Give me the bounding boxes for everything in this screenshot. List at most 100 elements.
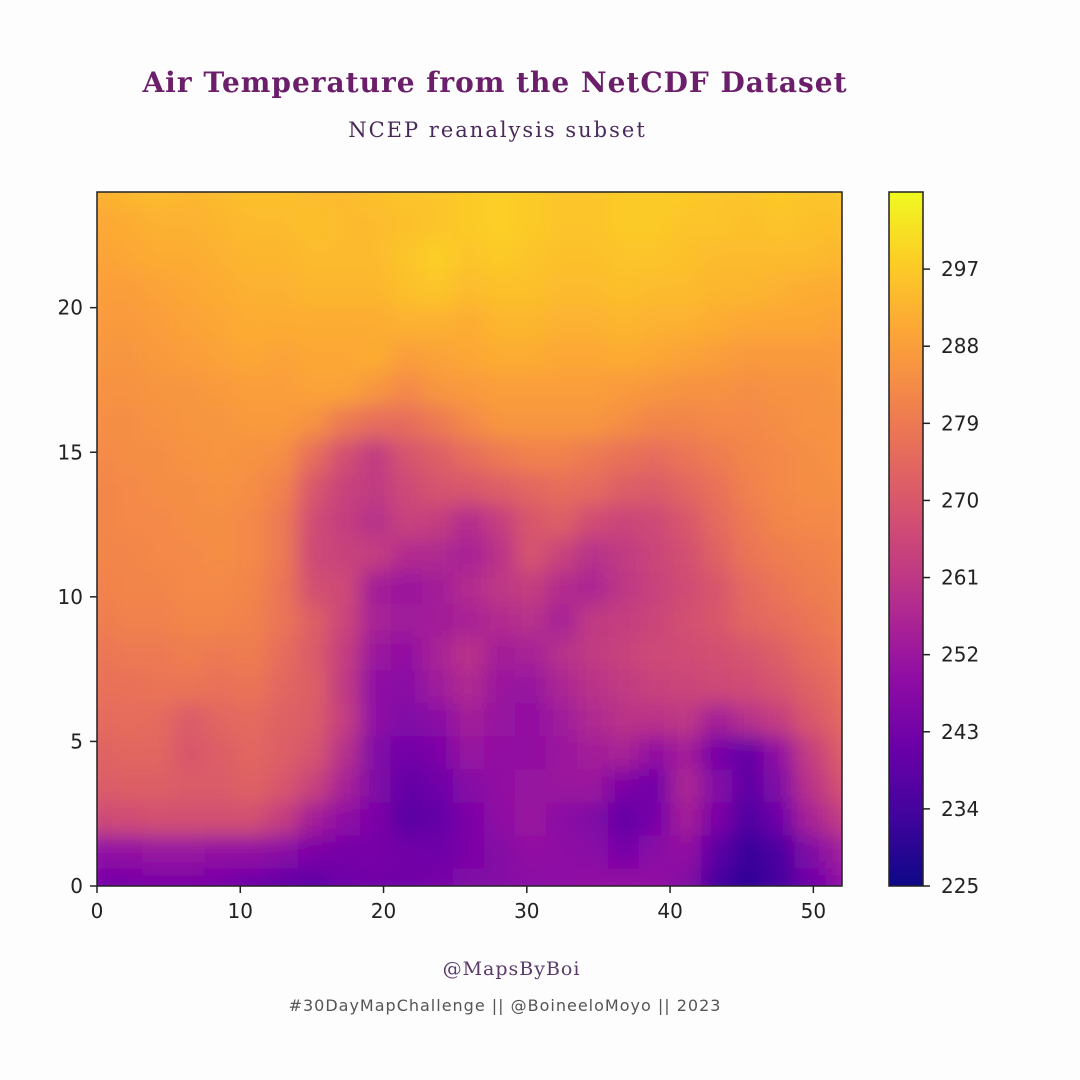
heatmap-cell (266, 604, 300, 640)
heatmap-cell (763, 703, 797, 739)
heatmap-cell (204, 604, 238, 640)
heatmap-cell (173, 405, 207, 441)
heatmap-cell (235, 504, 269, 540)
heatmap-cell (452, 835, 487, 871)
heatmap-cell (266, 670, 300, 706)
heatmap-cell (297, 802, 331, 838)
heatmap-cell (97, 868, 114, 886)
heatmap-cell (328, 802, 362, 838)
heatmap-cell (452, 405, 487, 441)
heatmap-cell (794, 471, 828, 507)
heatmap-cell (111, 504, 145, 540)
heatmap-cell (359, 604, 393, 640)
heatmap-cell (421, 637, 455, 673)
heatmap-cell (670, 736, 704, 772)
heatmap-cell (701, 736, 735, 772)
heatmap-cell (142, 438, 176, 474)
heatmap-cell (142, 868, 176, 886)
heatmap-cell (266, 240, 300, 276)
heatmap-cell (328, 240, 362, 276)
heatmap-cell (608, 240, 642, 276)
heatmap-cell (701, 240, 735, 276)
heatmap-cell (484, 769, 518, 805)
heatmap-cell (328, 207, 362, 243)
y-tick-label: 15 (58, 440, 83, 464)
heatmap-cell (266, 471, 300, 507)
heatmap-cell (639, 802, 673, 838)
heatmap-cell (546, 372, 580, 408)
heatmap-cell (794, 240, 828, 276)
heatmap-cell (763, 207, 797, 243)
heatmap-cell (97, 802, 114, 838)
heatmap-cell (484, 438, 518, 474)
heatmap-cell (608, 604, 642, 640)
heatmap-cell (608, 637, 642, 673)
colorbar-tick-label: 288 (941, 334, 979, 358)
heatmap-cell (608, 207, 642, 243)
heatmap-cell (390, 306, 424, 342)
heatmap-cell (794, 802, 828, 838)
heatmap-cell (142, 670, 176, 706)
heatmap-cell (235, 438, 269, 474)
heatmap-cell (484, 273, 518, 309)
heatmap-cell (390, 192, 424, 210)
heatmap-cell (452, 802, 487, 838)
heatmap-cell (608, 339, 642, 375)
heatmap-cell (173, 538, 207, 574)
heatmap-cell (142, 637, 176, 673)
heatmap-cell (142, 571, 176, 607)
heatmap-cell (421, 670, 455, 706)
heatmap-cell (825, 372, 842, 408)
heatmap-cell (97, 769, 114, 805)
heatmap-cell (390, 736, 424, 772)
heatmap-cell (825, 339, 842, 375)
heatmap-cell (173, 306, 207, 342)
heatmap-cell (763, 372, 797, 408)
heatmap-cell (235, 835, 269, 871)
heatmap-cell (763, 538, 797, 574)
heatmap-cell (452, 192, 487, 210)
heatmap-cell (577, 240, 611, 276)
heatmap-cell (173, 835, 207, 871)
heatmap-cell (111, 637, 145, 673)
heatmap-cell (359, 438, 393, 474)
heatmap-cell (328, 769, 362, 805)
heatmap-cell (546, 273, 580, 309)
heatmap-cell (235, 192, 269, 210)
heatmap-cell (763, 438, 797, 474)
heatmap-cell (701, 670, 735, 706)
heatmap-cell (701, 273, 735, 309)
heatmap-cell (359, 637, 393, 673)
heatmap-cell (204, 670, 238, 706)
heatmap-cell (390, 604, 424, 640)
heatmap-cell (763, 339, 797, 375)
chart-subtitle: NCEP reanalysis subset (348, 118, 647, 142)
heatmap-cell (111, 868, 145, 886)
heatmap-cell (732, 471, 766, 507)
heatmap-cell (173, 207, 207, 243)
heatmap-cell (670, 240, 704, 276)
heatmap-cell (515, 207, 549, 243)
heatmap-cell (390, 438, 424, 474)
heatmap-cell (111, 835, 145, 871)
heatmap-cell (515, 670, 549, 706)
heatmap-cell (359, 538, 393, 574)
heatmap-cell (763, 769, 797, 805)
heatmap-cell (639, 703, 673, 739)
heatmap-cell (825, 504, 842, 540)
heatmap-cell (111, 438, 145, 474)
heatmap-cell (235, 372, 269, 408)
heatmap-cell (732, 339, 766, 375)
heatmap-cell (421, 504, 455, 540)
heatmap-cell (701, 438, 735, 474)
heatmap-cell (546, 207, 580, 243)
heatmap-cell (297, 670, 331, 706)
heatmap-cell (639, 192, 673, 210)
heatmap-cell (515, 405, 549, 441)
heatmap-cell (235, 471, 269, 507)
heatmap-cell (515, 471, 549, 507)
heatmap-cell (97, 438, 114, 474)
heatmap-cell (97, 306, 114, 342)
heatmap-cell (204, 372, 238, 408)
